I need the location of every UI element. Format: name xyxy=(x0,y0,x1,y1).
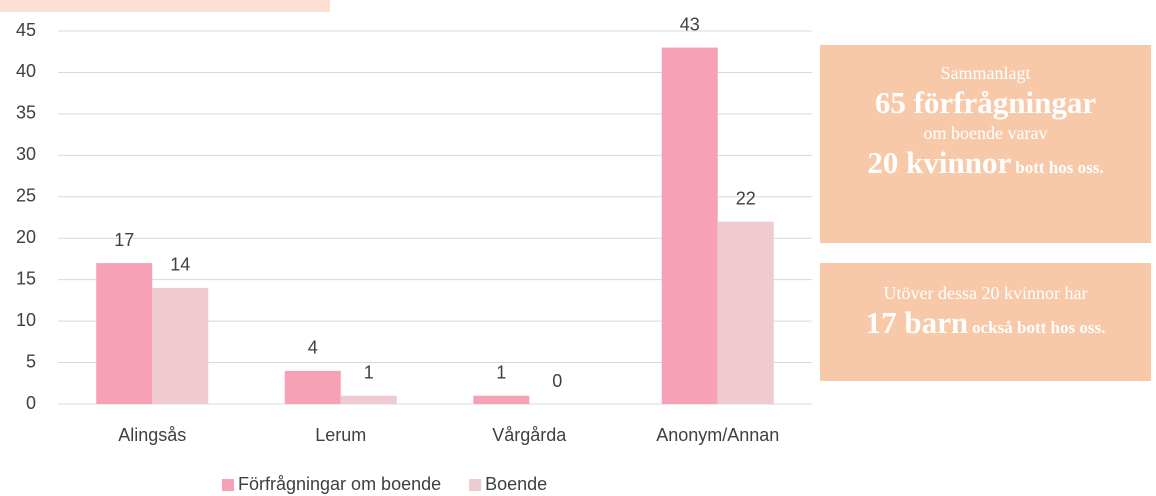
bar xyxy=(473,395,530,404)
info-text: om boende varav xyxy=(923,123,1048,143)
y-tick-label: 40 xyxy=(16,61,36,81)
x-tick-label: Alingsås xyxy=(118,425,186,445)
data-label: 1 xyxy=(364,362,374,382)
info-text: Utöver dessa 20 kvinnor har xyxy=(883,283,1088,303)
bar xyxy=(96,263,153,404)
data-label: 0 xyxy=(552,371,562,391)
data-label: 17 xyxy=(114,230,134,250)
y-tick-label: 30 xyxy=(16,144,36,164)
y-tick-label: 35 xyxy=(16,103,36,123)
data-label: 14 xyxy=(170,255,190,275)
data-label: 43 xyxy=(680,14,700,34)
bar xyxy=(340,395,397,404)
info-text: 17 barn xyxy=(865,305,969,340)
info-text: också bott hos oss. xyxy=(972,318,1106,337)
y-tick-label: 25 xyxy=(16,186,36,206)
x-tick-label: Anonym/Annan xyxy=(656,425,779,445)
y-tick-label: 10 xyxy=(16,310,36,330)
y-tick-label: 15 xyxy=(16,268,36,288)
bar xyxy=(717,221,774,404)
info-text: 20 kvinnor xyxy=(867,145,1012,180)
y-tick-label: 20 xyxy=(16,227,36,247)
clipped-header xyxy=(0,0,330,12)
bar xyxy=(284,370,341,404)
legend-label: Boende xyxy=(485,474,547,494)
bar xyxy=(152,287,209,404)
legend-swatch xyxy=(469,479,482,491)
info-box: Utöver dessa 20 kvinnor har 17 barn ocks… xyxy=(820,263,1151,381)
info-box: Sammanlagt 65 förfrågningar om boende va… xyxy=(820,45,1151,243)
y-tick-label: 5 xyxy=(26,351,36,371)
y-tick-label: 0 xyxy=(26,393,36,413)
legend-label: Förfrågningar om boende xyxy=(238,474,441,494)
data-label: 1 xyxy=(496,362,506,382)
info-text: 65 förfrågningar xyxy=(874,85,1097,120)
info-text: bott hos oss. xyxy=(1015,158,1104,177)
x-tick-label: Lerum xyxy=(315,425,366,445)
y-tick-label: 45 xyxy=(16,20,36,40)
data-label: 4 xyxy=(308,338,318,358)
data-label: 22 xyxy=(736,188,756,208)
legend-swatch xyxy=(222,479,234,491)
info-text: Sammanlagt xyxy=(940,63,1031,83)
x-tick-label: Vårgårda xyxy=(492,425,567,445)
bar xyxy=(661,47,718,404)
